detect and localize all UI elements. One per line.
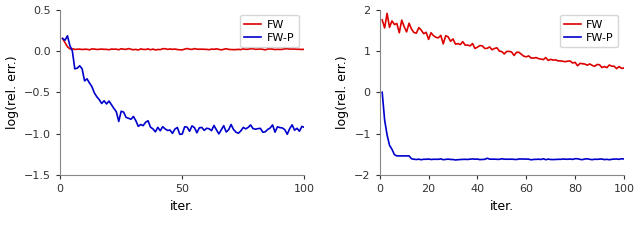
FW-P (63, 34, 71, 37)
FW (378, 18, 386, 21)
FW (427, 31, 435, 34)
FW (506, 50, 513, 53)
FW-P (188, 124, 196, 127)
FW-P (59, 37, 67, 40)
FW-P (620, 157, 628, 160)
Y-axis label: log(rel. err.): log(rel. err.) (335, 55, 349, 129)
FW (612, 67, 620, 70)
FW-P (611, 158, 618, 161)
FW-P (452, 158, 460, 161)
Y-axis label: log(rel. err.): log(rel. err.) (6, 55, 19, 129)
FW (284, 47, 291, 50)
X-axis label: iter.: iter. (490, 200, 514, 213)
FW (383, 12, 391, 15)
FW-P (286, 127, 294, 130)
FW-P (378, 91, 386, 94)
FW (115, 48, 123, 51)
FW-P (208, 129, 216, 132)
Line: FW-P: FW-P (63, 36, 305, 134)
FW (291, 48, 298, 51)
FW-P (435, 158, 442, 161)
FW (525, 54, 532, 57)
FW (205, 48, 213, 51)
FW-P (176, 133, 184, 136)
FW (186, 48, 193, 51)
FW-P (525, 158, 532, 161)
Line: FW-P: FW-P (382, 92, 624, 160)
FW-P (117, 110, 125, 113)
FW (603, 66, 611, 69)
Line: FW: FW (382, 13, 624, 69)
Legend: FW, FW-P: FW, FW-P (559, 15, 618, 47)
FW-P (425, 157, 433, 160)
FW (301, 48, 308, 51)
FW (611, 65, 618, 68)
X-axis label: iter.: iter. (170, 200, 195, 213)
FW (620, 67, 628, 69)
Legend: FW, FW-P: FW, FW-P (240, 15, 299, 47)
FW (105, 48, 113, 51)
FW-P (108, 103, 115, 106)
FW (59, 37, 67, 40)
FW (437, 34, 445, 37)
Line: FW: FW (63, 38, 305, 50)
FW (134, 49, 142, 52)
FW-P (293, 127, 301, 130)
FW-P (603, 158, 611, 161)
FW-P (506, 158, 513, 161)
FW-P (301, 126, 308, 129)
